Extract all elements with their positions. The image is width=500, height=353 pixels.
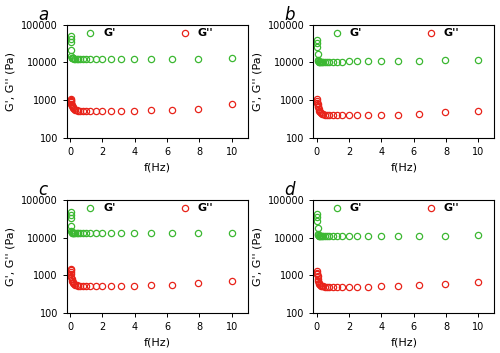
X-axis label: f(Hz): f(Hz) <box>144 162 171 172</box>
Text: a: a <box>38 6 48 24</box>
X-axis label: f(Hz): f(Hz) <box>144 337 171 347</box>
Text: G'': G'' <box>197 203 213 213</box>
Y-axis label: G', G'' (Pa): G', G'' (Pa) <box>252 227 262 286</box>
Text: G': G' <box>350 203 362 213</box>
Text: G'': G'' <box>444 28 460 38</box>
Text: G'': G'' <box>197 28 213 38</box>
Y-axis label: G', G'' (Pa): G', G'' (Pa) <box>6 227 16 286</box>
X-axis label: f(Hz): f(Hz) <box>390 162 417 172</box>
Text: G': G' <box>103 203 116 213</box>
Text: d: d <box>284 181 295 199</box>
X-axis label: f(Hz): f(Hz) <box>390 337 417 347</box>
Text: c: c <box>38 181 47 199</box>
Text: G': G' <box>103 28 116 38</box>
Y-axis label: G', G'' (Pa): G', G'' (Pa) <box>6 52 16 111</box>
Text: G'': G'' <box>444 203 460 213</box>
Y-axis label: G', G'' (Pa): G', G'' (Pa) <box>252 52 262 111</box>
Text: G': G' <box>350 28 362 38</box>
Text: b: b <box>284 6 295 24</box>
